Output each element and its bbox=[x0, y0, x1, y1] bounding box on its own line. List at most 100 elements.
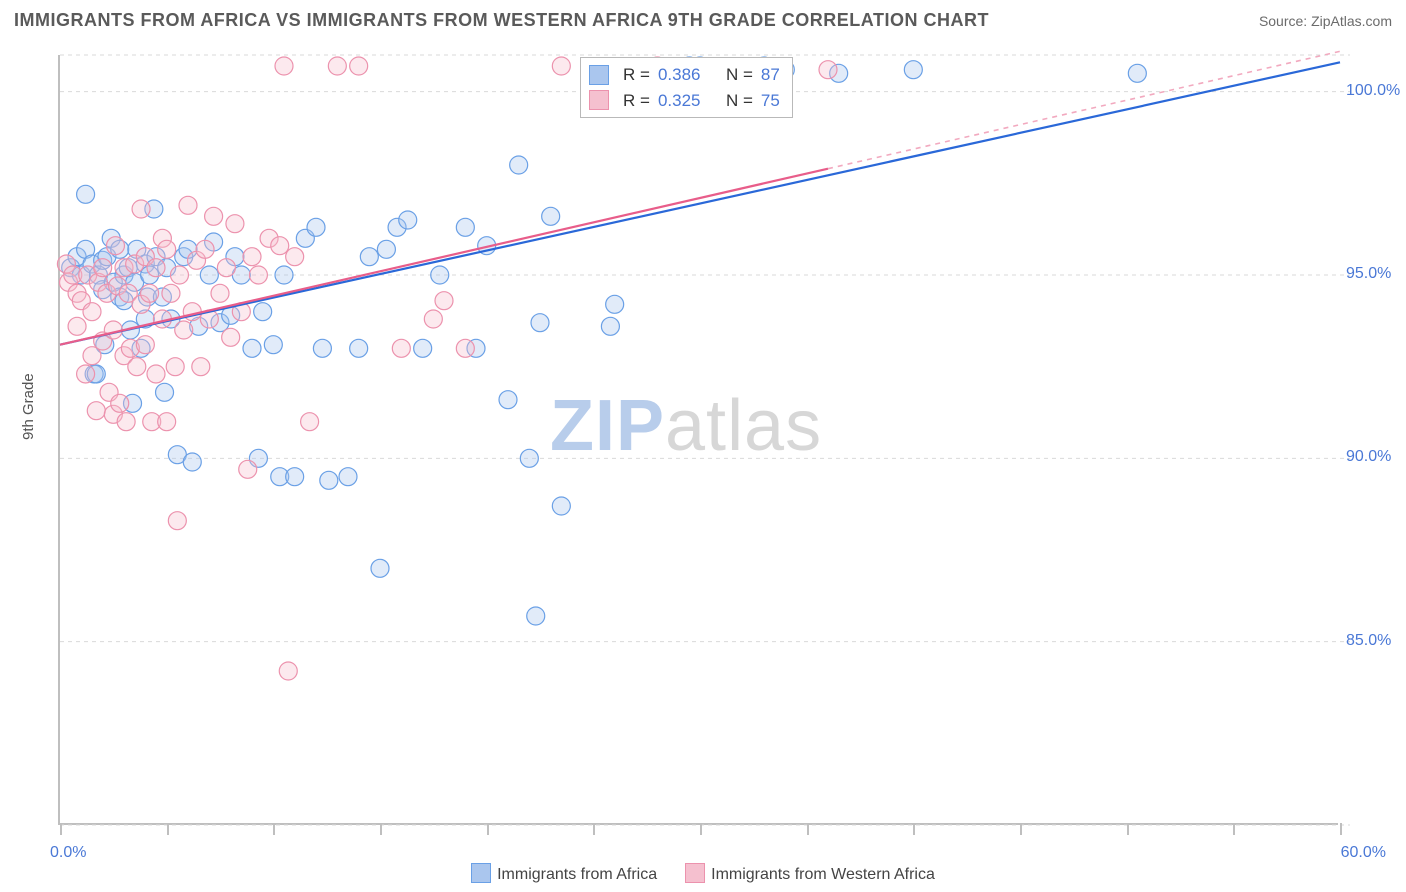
data-point bbox=[243, 248, 261, 266]
x-tick bbox=[60, 823, 62, 835]
data-point bbox=[211, 284, 229, 302]
data-point bbox=[360, 248, 378, 266]
data-point bbox=[254, 303, 272, 321]
plot-area: ZIPatlas 85.0%90.0%95.0%100.0% R =0.386 … bbox=[58, 55, 1338, 825]
legend-swatch bbox=[589, 90, 609, 110]
data-point bbox=[431, 266, 449, 284]
data-point bbox=[128, 358, 146, 376]
data-point bbox=[87, 402, 105, 420]
data-point bbox=[217, 259, 235, 277]
data-point bbox=[264, 336, 282, 354]
data-point bbox=[527, 607, 545, 625]
data-point bbox=[601, 317, 619, 335]
r-value: 0.325 bbox=[658, 88, 701, 114]
legend-item: Immigrants from Africa bbox=[471, 863, 657, 884]
data-point bbox=[392, 339, 410, 357]
y-axis-label: 9th Grade bbox=[20, 373, 37, 440]
data-point bbox=[542, 207, 560, 225]
data-point bbox=[328, 57, 346, 75]
correlation-legend: R = 0.386 N = 87R = 0.325 N = 75 bbox=[580, 57, 793, 118]
x-tick bbox=[1233, 823, 1235, 835]
n-value: 87 bbox=[761, 62, 780, 88]
data-point bbox=[141, 284, 159, 302]
data-point bbox=[156, 383, 174, 401]
y-tick-label: 85.0% bbox=[1346, 632, 1391, 650]
source-prefix: Source: bbox=[1259, 13, 1311, 29]
n-value: 75 bbox=[761, 88, 780, 114]
data-point bbox=[279, 662, 297, 680]
correlation-legend-row: R = 0.325 N = 75 bbox=[589, 88, 780, 114]
data-point bbox=[83, 303, 101, 321]
source-link[interactable]: ZipAtlas.com bbox=[1311, 13, 1392, 29]
data-point bbox=[271, 237, 289, 255]
data-point bbox=[249, 266, 267, 284]
x-axis-min-label: 0.0% bbox=[50, 844, 86, 862]
data-point bbox=[286, 468, 304, 486]
data-point bbox=[175, 321, 193, 339]
data-point bbox=[1128, 64, 1146, 82]
data-point bbox=[147, 259, 165, 277]
data-point bbox=[68, 317, 86, 335]
x-tick bbox=[380, 823, 382, 835]
series-legend: Immigrants from Africa Immigrants from We… bbox=[0, 863, 1406, 884]
r-value: 0.386 bbox=[658, 62, 701, 88]
x-tick bbox=[1127, 823, 1129, 835]
data-point bbox=[158, 413, 176, 431]
x-tick bbox=[593, 823, 595, 835]
data-point bbox=[307, 218, 325, 236]
data-point bbox=[904, 61, 922, 79]
data-point bbox=[552, 57, 570, 75]
data-point bbox=[111, 394, 129, 412]
data-point bbox=[239, 460, 257, 478]
data-point bbox=[158, 240, 176, 258]
legend-label: Immigrants from Africa bbox=[497, 866, 657, 883]
data-point bbox=[179, 196, 197, 214]
n-label: N = bbox=[726, 62, 753, 88]
x-tick bbox=[487, 823, 489, 835]
data-point bbox=[275, 57, 293, 75]
x-tick bbox=[700, 823, 702, 835]
data-point bbox=[499, 391, 517, 409]
x-tick bbox=[1020, 823, 1022, 835]
data-point bbox=[94, 259, 112, 277]
data-point bbox=[350, 57, 368, 75]
y-tick-label: 95.0% bbox=[1346, 265, 1391, 283]
data-point bbox=[183, 453, 201, 471]
n-label: N = bbox=[726, 88, 753, 114]
data-point bbox=[531, 314, 549, 332]
legend-swatch bbox=[589, 65, 609, 85]
data-point bbox=[606, 295, 624, 313]
x-axis-max-label: 60.0% bbox=[1341, 844, 1386, 862]
data-point bbox=[456, 218, 474, 236]
data-point bbox=[168, 512, 186, 530]
data-point bbox=[819, 61, 837, 79]
x-tick bbox=[1340, 823, 1342, 835]
data-point bbox=[162, 284, 180, 302]
data-point bbox=[196, 240, 214, 258]
data-point bbox=[424, 310, 442, 328]
data-point bbox=[339, 468, 357, 486]
data-point bbox=[275, 266, 293, 284]
x-tick bbox=[273, 823, 275, 835]
data-point bbox=[192, 358, 210, 376]
y-tick-label: 100.0% bbox=[1346, 82, 1400, 100]
data-point bbox=[77, 365, 95, 383]
data-point bbox=[435, 292, 453, 310]
legend-item: Immigrants from Western Africa bbox=[685, 863, 935, 884]
data-point bbox=[520, 449, 538, 467]
data-point bbox=[377, 240, 395, 258]
data-point bbox=[350, 339, 368, 357]
legend-label: Immigrants from Western Africa bbox=[711, 866, 935, 883]
r-label: R = bbox=[623, 88, 650, 114]
data-point bbox=[320, 471, 338, 489]
data-point bbox=[371, 559, 389, 577]
data-point bbox=[286, 248, 304, 266]
chart-title: IMMIGRANTS FROM AFRICA VS IMMIGRANTS FRO… bbox=[14, 10, 989, 31]
data-point bbox=[117, 413, 135, 431]
source-attribution: Source: ZipAtlas.com bbox=[1259, 13, 1392, 29]
data-point bbox=[147, 365, 165, 383]
data-point bbox=[222, 328, 240, 346]
data-point bbox=[170, 266, 188, 284]
data-point bbox=[226, 215, 244, 233]
data-point bbox=[414, 339, 432, 357]
